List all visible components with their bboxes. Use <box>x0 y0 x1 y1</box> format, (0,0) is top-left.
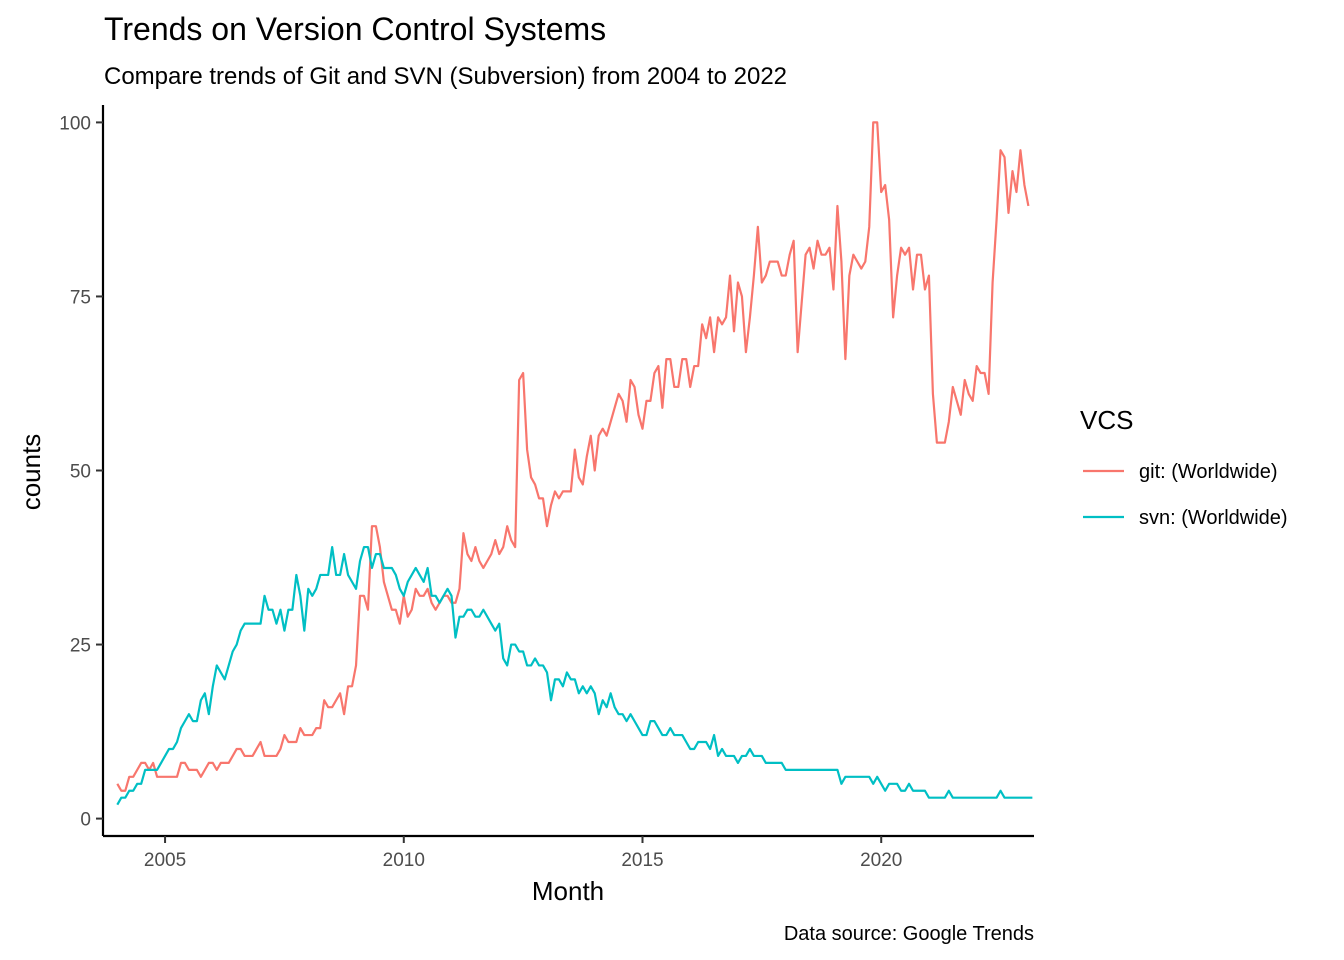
y-tick-label: 25 <box>70 636 91 657</box>
y-tick-label: 0 <box>80 810 91 831</box>
y-ticks: 0 25 50 75 100 <box>59 113 103 831</box>
legend-label: svn: (Worldwide) <box>1139 507 1288 529</box>
legend-item: git: (Worldwide) <box>1083 461 1278 483</box>
y-tick-label: 100 <box>59 113 91 134</box>
chart-title: Trends on Version Control Systems <box>104 11 606 47</box>
legend-item: svn: (Worldwide) <box>1083 507 1288 529</box>
chart-caption: Data source: Google Trends <box>784 923 1034 945</box>
x-axis-title: Month <box>532 876 604 906</box>
x-ticks: 2005 2010 2015 2020 <box>144 836 902 871</box>
x-tick-label: 2020 <box>860 850 902 871</box>
chart-subtitle: Compare trends of Git and SVN (Subversio… <box>104 63 787 90</box>
plot-area: 2005 2010 2015 2020 0 25 50 75 100 <box>59 105 1034 871</box>
legend-title: VCS <box>1080 405 1133 435</box>
y-axis-title: counts <box>16 434 46 511</box>
x-tick-label: 2010 <box>383 850 425 871</box>
series-line-svn <box>116 545 1033 806</box>
x-tick-label: 2005 <box>144 850 186 871</box>
legend: VCS git: (Worldwide) svn: (Worldwide) <box>1080 405 1288 529</box>
y-tick-label: 75 <box>70 287 91 308</box>
legend-items: git: (Worldwide) svn: (Worldwide) <box>1083 461 1288 529</box>
series-layer <box>116 121 1033 806</box>
series-line-git <box>116 121 1030 792</box>
y-tick-label: 50 <box>70 462 91 483</box>
x-tick-label: 2015 <box>621 850 663 871</box>
legend-label: git: (Worldwide) <box>1139 461 1278 483</box>
